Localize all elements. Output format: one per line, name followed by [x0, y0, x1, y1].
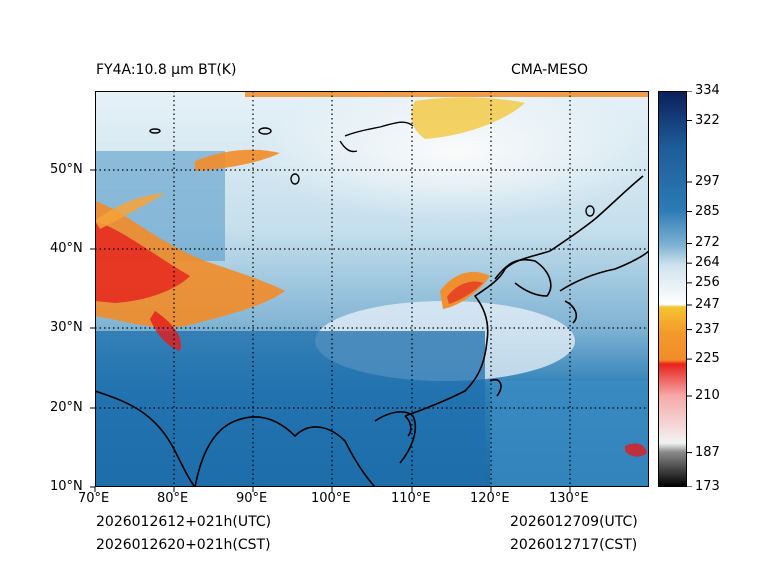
- x-tick-100: 100°E: [311, 491, 351, 506]
- gridlines: [95, 91, 649, 487]
- map-panel: [95, 91, 649, 487]
- cloud-west-red: [95, 221, 190, 303]
- cold-cloud-north: [255, 91, 649, 221]
- x-tick-90: 90°E: [236, 491, 268, 506]
- y-tick-30: 30°N: [50, 320, 83, 335]
- map-frame: [95, 91, 649, 487]
- colorbar-label-225: 225: [695, 351, 720, 367]
- south-band: [95, 331, 485, 487]
- colorbar-label-334: 334: [695, 83, 720, 98]
- y-tick-10: 10°N: [50, 479, 83, 494]
- colorbar-label-237: 237: [695, 321, 720, 337]
- x-tick-120: 120°E: [470, 491, 510, 506]
- colorbar: [658, 91, 692, 487]
- y-tick-20: 20°N: [50, 400, 83, 415]
- init-time-cst: 2026012620+021h(CST): [96, 537, 271, 553]
- colorbar-label-297: 297: [695, 174, 720, 189]
- cloud-west-red2: [150, 311, 181, 351]
- colorbar-label-210: 210: [695, 387, 720, 403]
- colorbar-label-173: 173: [695, 479, 720, 494]
- y-tick-40: 40°N: [50, 241, 83, 256]
- coastlines: [95, 175, 649, 487]
- x-tick-110: 110°E: [391, 491, 431, 506]
- title-right: CMA-MESO: [511, 62, 589, 78]
- valid-time-utc: 2026012709(UTC): [510, 514, 638, 530]
- x-tick-80: 80°E: [157, 491, 189, 506]
- valid-time-cst: 2026012717(CST): [510, 537, 638, 553]
- init-time-utc: 2026012612+021h(UTC): [96, 514, 272, 530]
- x-tick-130: 130°E: [549, 491, 589, 506]
- x-tick-70: 70°E: [78, 491, 110, 506]
- cloud-northwest-streak: [95, 193, 165, 229]
- lake-outlines: [149, 121, 595, 217]
- colorbar-label-264: 264: [695, 255, 720, 271]
- colorbar-label-322: 322: [695, 112, 720, 128]
- top-edge-orange: [245, 91, 649, 97]
- cloud-north-yellow: [411, 97, 525, 139]
- cloud-north-orange: [195, 149, 280, 171]
- title-left: FY4A:10.8 µm BT(K): [96, 62, 237, 78]
- colorbar-label-187: 187: [695, 444, 720, 460]
- cloud-southeast-red: [625, 443, 647, 457]
- colorbar-label-272: 272: [695, 235, 720, 251]
- y-tick-50: 50°N: [50, 162, 83, 177]
- colorbar-label-285: 285: [695, 203, 720, 219]
- cloud-east-red: [447, 281, 483, 304]
- colorbar-label-256: 256: [695, 274, 720, 290]
- colorbar-label-247: 247: [695, 296, 720, 312]
